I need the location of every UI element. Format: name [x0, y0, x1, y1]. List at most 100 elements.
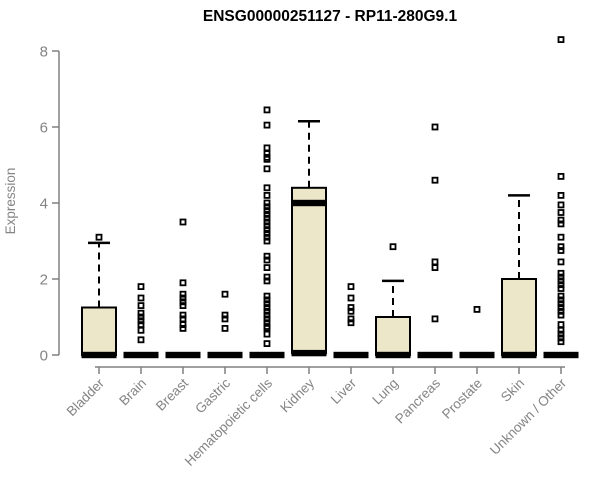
base-bar-hematopoietic-cells	[249, 351, 285, 359]
outlier-unknown-other-11	[557, 269, 565, 277]
outlier-unknown-other-2	[557, 191, 565, 199]
outlier-hematopoietic-cells-14	[263, 218, 271, 226]
outlier-hematopoietic-cells-9	[263, 199, 271, 207]
outlier-unknown-other-0	[557, 36, 565, 43]
outlier-unknown-other-20	[557, 307, 565, 315]
box-bladder	[81, 306, 117, 356]
outlier-unknown-other-4	[557, 209, 565, 216]
outlier-unknown-other-22	[557, 321, 565, 329]
outlier-unknown-other-6	[557, 220, 565, 228]
outlier-breast-5	[179, 302, 187, 310]
outlier-hematopoietic-cells-19	[263, 237, 271, 245]
outlier-unknown-other-10	[557, 258, 565, 266]
outlier-breast-0	[179, 218, 187, 226]
outlier-breast-9	[179, 324, 187, 332]
base-bar-bladder	[81, 351, 117, 359]
base-bar-liver	[333, 351, 369, 359]
outlier-unknown-other-18	[557, 300, 565, 308]
outlier-unknown-other-5	[557, 216, 565, 224]
x-tick-label-gastric: Gastric	[192, 375, 233, 416]
outlier-hematopoietic-cells-13	[263, 214, 271, 222]
outlier-gastric-0	[221, 290, 229, 298]
outlier-hematopoietic-cells-17	[263, 229, 271, 237]
outlier-brain-8	[137, 336, 145, 344]
outlier-hematopoietic-cells-29	[263, 307, 271, 315]
outlier-unknown-other-16	[557, 292, 565, 300]
y-axis-label: Expression	[3, 168, 18, 235]
outlier-hematopoietic-cells-6	[263, 165, 271, 173]
outlier-unknown-other-26	[557, 338, 565, 346]
outlier-hematopoietic-cells-23	[263, 273, 271, 281]
outlier-brain-4	[137, 313, 145, 321]
outlier-brain-6	[137, 321, 145, 329]
outlier-hematopoietic-cells-7	[263, 184, 271, 192]
outlier-hematopoietic-cells-15	[263, 222, 271, 230]
outlier-unknown-other-9	[557, 247, 565, 254]
outlier-liver-4	[347, 315, 355, 323]
outlier-hematopoietic-cells-11	[263, 207, 271, 215]
outlier-brain-1	[137, 294, 145, 302]
outlier-hematopoietic-cells-12	[263, 210, 271, 218]
outlier-unknown-other-12	[557, 273, 565, 281]
outlier-gastric-3	[221, 324, 229, 332]
y-tick-label-2: 2	[40, 271, 48, 288]
outlier-unknown-other-15	[557, 285, 565, 292]
median-kidney	[292, 199, 326, 207]
outlier-liver-3	[347, 307, 355, 315]
outlier-hematopoietic-cells-1	[263, 121, 271, 129]
outlier-unknown-other-25	[557, 334, 565, 342]
outlier-brain-3	[137, 309, 145, 317]
base-bar-kidney	[291, 349, 327, 357]
outlier-hematopoietic-cells-26	[263, 296, 271, 304]
base-bar-unknown-other	[543, 351, 579, 359]
base-bar-lung	[375, 351, 411, 359]
outlier-hematopoietic-cells-31	[263, 315, 271, 323]
y-tick-label-6: 6	[40, 119, 48, 136]
outlier-breast-7	[179, 315, 187, 323]
outlier-unknown-other-13	[557, 277, 565, 285]
outlier-brain-5	[137, 317, 145, 325]
outlier-hematopoietic-cells-8	[263, 191, 271, 199]
outlier-lung-0	[389, 243, 397, 251]
outlier-pancreas-4	[431, 315, 439, 323]
y-tick-label-0: 0	[40, 347, 48, 364]
box-skin	[501, 278, 537, 356]
outlier-breast-4	[179, 298, 187, 306]
outlier-breast-3	[179, 294, 187, 302]
outlier-hematopoietic-cells-21	[263, 256, 271, 264]
x-tick-label-pancreas: Pancreas	[392, 375, 443, 426]
outlier-gastric-1	[221, 311, 229, 319]
box-lung	[375, 316, 411, 356]
outlier-unknown-other-1	[557, 172, 565, 180]
outlier-unknown-other-7	[557, 233, 565, 241]
outlier-unknown-other-17	[557, 296, 565, 304]
x-tick-label-breast: Breast	[153, 375, 191, 413]
base-bar-breast	[165, 351, 201, 359]
x-tick-label-bladder: Bladder	[64, 375, 108, 419]
chart-title: ENSG00000251127 - RP11-280G9.1	[203, 8, 458, 25]
outlier-hematopoietic-cells-2	[263, 144, 271, 152]
outlier-unknown-other-23	[557, 326, 565, 334]
outlier-hematopoietic-cells-36	[263, 340, 271, 348]
x-tick-label-skin: Skin	[498, 376, 527, 405]
outlier-pancreas-3	[431, 264, 439, 272]
base-bar-skin	[501, 351, 537, 359]
box-kidney	[291, 186, 327, 355]
outlier-hematopoietic-cells-30	[263, 311, 271, 319]
outlier-unknown-other-19	[557, 304, 565, 311]
outlier-liver-2	[347, 304, 355, 311]
outlier-pancreas-1	[431, 176, 439, 184]
x-tick-label-prostate: Prostate	[439, 376, 485, 422]
outlier-pancreas-0	[431, 123, 439, 131]
outlier-unknown-other-8	[557, 243, 565, 251]
x-tick-label-unknown-other: Unknown / Other	[487, 375, 570, 458]
outlier-hematopoietic-cells-24	[263, 277, 271, 285]
outlier-hematopoietic-cells-27	[263, 300, 271, 308]
outlier-hematopoietic-cells-28	[263, 304, 271, 311]
outlier-breast-2	[179, 290, 187, 298]
outlier-brain-7	[137, 326, 145, 334]
x-tick-label-brain: Brain	[116, 376, 149, 409]
outlier-prostate-0	[473, 305, 481, 313]
